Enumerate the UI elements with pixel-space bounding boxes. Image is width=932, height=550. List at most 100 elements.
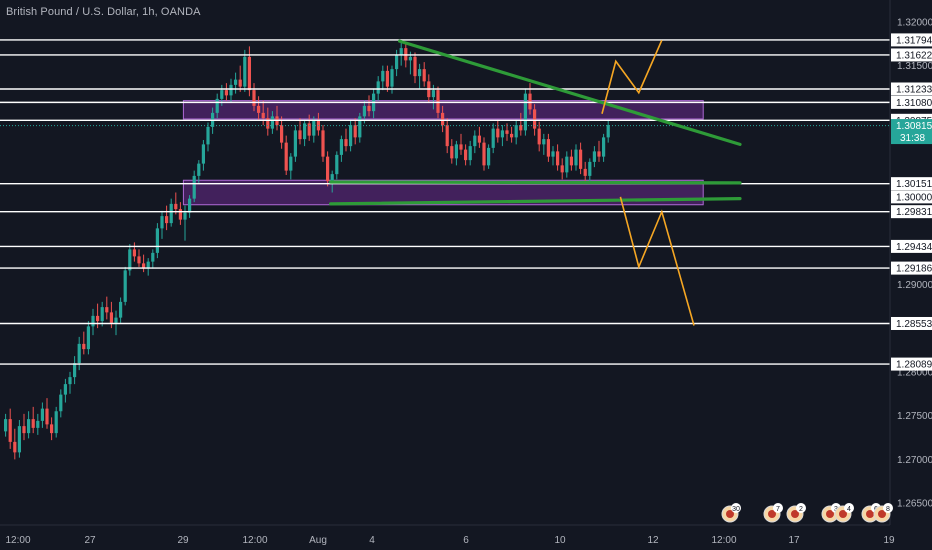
candle-body bbox=[206, 126, 210, 145]
event-count-label: 30 bbox=[732, 506, 740, 513]
candle-body bbox=[146, 261, 150, 269]
event-count-bubble bbox=[731, 503, 741, 513]
candle-body bbox=[234, 79, 238, 85]
candle-body bbox=[174, 203, 178, 210]
candle-body bbox=[381, 70, 385, 82]
candle-body bbox=[349, 125, 353, 147]
price-tick-label: 1.29000 bbox=[897, 280, 932, 291]
time-tick-label: 17 bbox=[788, 535, 800, 546]
bearish-projection-path[interactable] bbox=[619, 196, 695, 326]
event-count-bubble bbox=[883, 503, 893, 513]
candle-body bbox=[602, 137, 606, 157]
candle-body bbox=[533, 109, 537, 129]
candle-body bbox=[280, 125, 284, 143]
trendline-2[interactable] bbox=[329, 180, 742, 185]
candle-body bbox=[390, 69, 394, 87]
event-badge[interactable]: 7 bbox=[763, 503, 783, 523]
candle-body bbox=[270, 116, 274, 129]
level-price-label: 1.31080 bbox=[896, 98, 932, 109]
price-tick-label: 1.31500 bbox=[897, 61, 932, 72]
candle-body bbox=[362, 105, 366, 117]
trendline-1[interactable] bbox=[398, 39, 742, 146]
event-badge[interactable]: 4 bbox=[834, 503, 854, 523]
level-price-label: 1.30000 bbox=[896, 192, 932, 203]
candle-body bbox=[155, 228, 159, 253]
candle-body bbox=[468, 146, 472, 161]
candle-body bbox=[537, 128, 541, 145]
level-price-tag bbox=[891, 239, 932, 253]
time-tick-label: 27 bbox=[84, 535, 96, 546]
current-price-value: 1.30815 bbox=[896, 121, 932, 132]
candle-body bbox=[151, 252, 155, 262]
candle-body bbox=[243, 56, 247, 87]
level-price-tag bbox=[891, 261, 932, 275]
level-price-label: 1.28089 bbox=[896, 360, 932, 371]
event-count-label: 7 bbox=[776, 506, 780, 513]
candle-body bbox=[367, 105, 371, 112]
level-price-label: 1.29434 bbox=[896, 242, 932, 253]
level-price-tag bbox=[891, 357, 932, 371]
level-price-label: 1.29186 bbox=[896, 264, 932, 275]
price-axis[interactable]: 1.32000 1.31500 1.29000 1.28000 1.27500 1.270… bbox=[889, 0, 932, 550]
candle-body bbox=[169, 203, 173, 224]
price-tick-label: 1.28000 bbox=[897, 367, 932, 378]
candle-body bbox=[519, 125, 523, 131]
economic-events: 30723468 bbox=[721, 503, 893, 523]
candle-body bbox=[266, 118, 270, 129]
level-price-tag bbox=[891, 48, 932, 62]
candle-body bbox=[528, 93, 532, 110]
event-count-bubble bbox=[773, 503, 783, 513]
candle-body bbox=[220, 90, 224, 99]
level-price-tag bbox=[891, 190, 932, 204]
level-price-label: 1.28553 bbox=[896, 319, 932, 330]
candle-body bbox=[303, 123, 307, 140]
candle-body bbox=[413, 56, 417, 77]
price-tick-label: 1.27500 bbox=[897, 411, 932, 422]
candle-body bbox=[96, 315, 100, 322]
current-price-tag bbox=[891, 119, 932, 145]
candle-body bbox=[257, 105, 261, 113]
candle-body bbox=[574, 149, 578, 166]
candle-body bbox=[556, 151, 560, 166]
bullish-projection-path[interactable] bbox=[601, 39, 663, 114]
candle-body bbox=[36, 420, 40, 428]
candle-body bbox=[459, 144, 463, 150]
candle-body bbox=[473, 135, 477, 147]
candle-body bbox=[579, 149, 583, 169]
candle-body bbox=[583, 168, 587, 176]
event-badge[interactable]: 8 bbox=[873, 503, 893, 523]
candle-body bbox=[353, 125, 357, 138]
candle-body bbox=[436, 90, 440, 113]
time-tick-label: 6 bbox=[463, 535, 469, 546]
candle-body bbox=[441, 112, 445, 126]
candle-body bbox=[569, 156, 573, 166]
candle-body bbox=[54, 411, 58, 434]
candle-body bbox=[68, 377, 72, 385]
event-badge[interactable]: 30 bbox=[721, 503, 741, 523]
event-flag-icon-inner bbox=[839, 510, 847, 518]
candle-body bbox=[137, 256, 141, 264]
event-badge[interactable]: 2 bbox=[786, 503, 806, 523]
candle-body bbox=[505, 130, 509, 134]
event-flag-icon-inner bbox=[878, 510, 886, 518]
candle-body bbox=[408, 56, 412, 61]
time-axis[interactable]: 12:00 27 29 12:00 Aug 4 6 10 12 12:00 17 19 bbox=[0, 524, 895, 546]
trendlines-layer bbox=[329, 39, 742, 206]
candle-body bbox=[40, 408, 44, 421]
candle-body bbox=[464, 149, 468, 161]
candle-body bbox=[192, 175, 196, 199]
candle-body bbox=[142, 263, 146, 269]
candle-body bbox=[344, 139, 348, 147]
event-badge[interactable]: 3 bbox=[821, 503, 841, 523]
candle-body bbox=[252, 90, 256, 106]
candle-body bbox=[606, 125, 610, 138]
candle-body bbox=[339, 139, 343, 155]
candle-body bbox=[385, 70, 389, 87]
trendline-3[interactable] bbox=[329, 197, 742, 206]
candle-body bbox=[335, 154, 339, 175]
candle-body bbox=[247, 56, 251, 91]
candle-body bbox=[128, 249, 132, 271]
candle-body bbox=[289, 156, 293, 171]
